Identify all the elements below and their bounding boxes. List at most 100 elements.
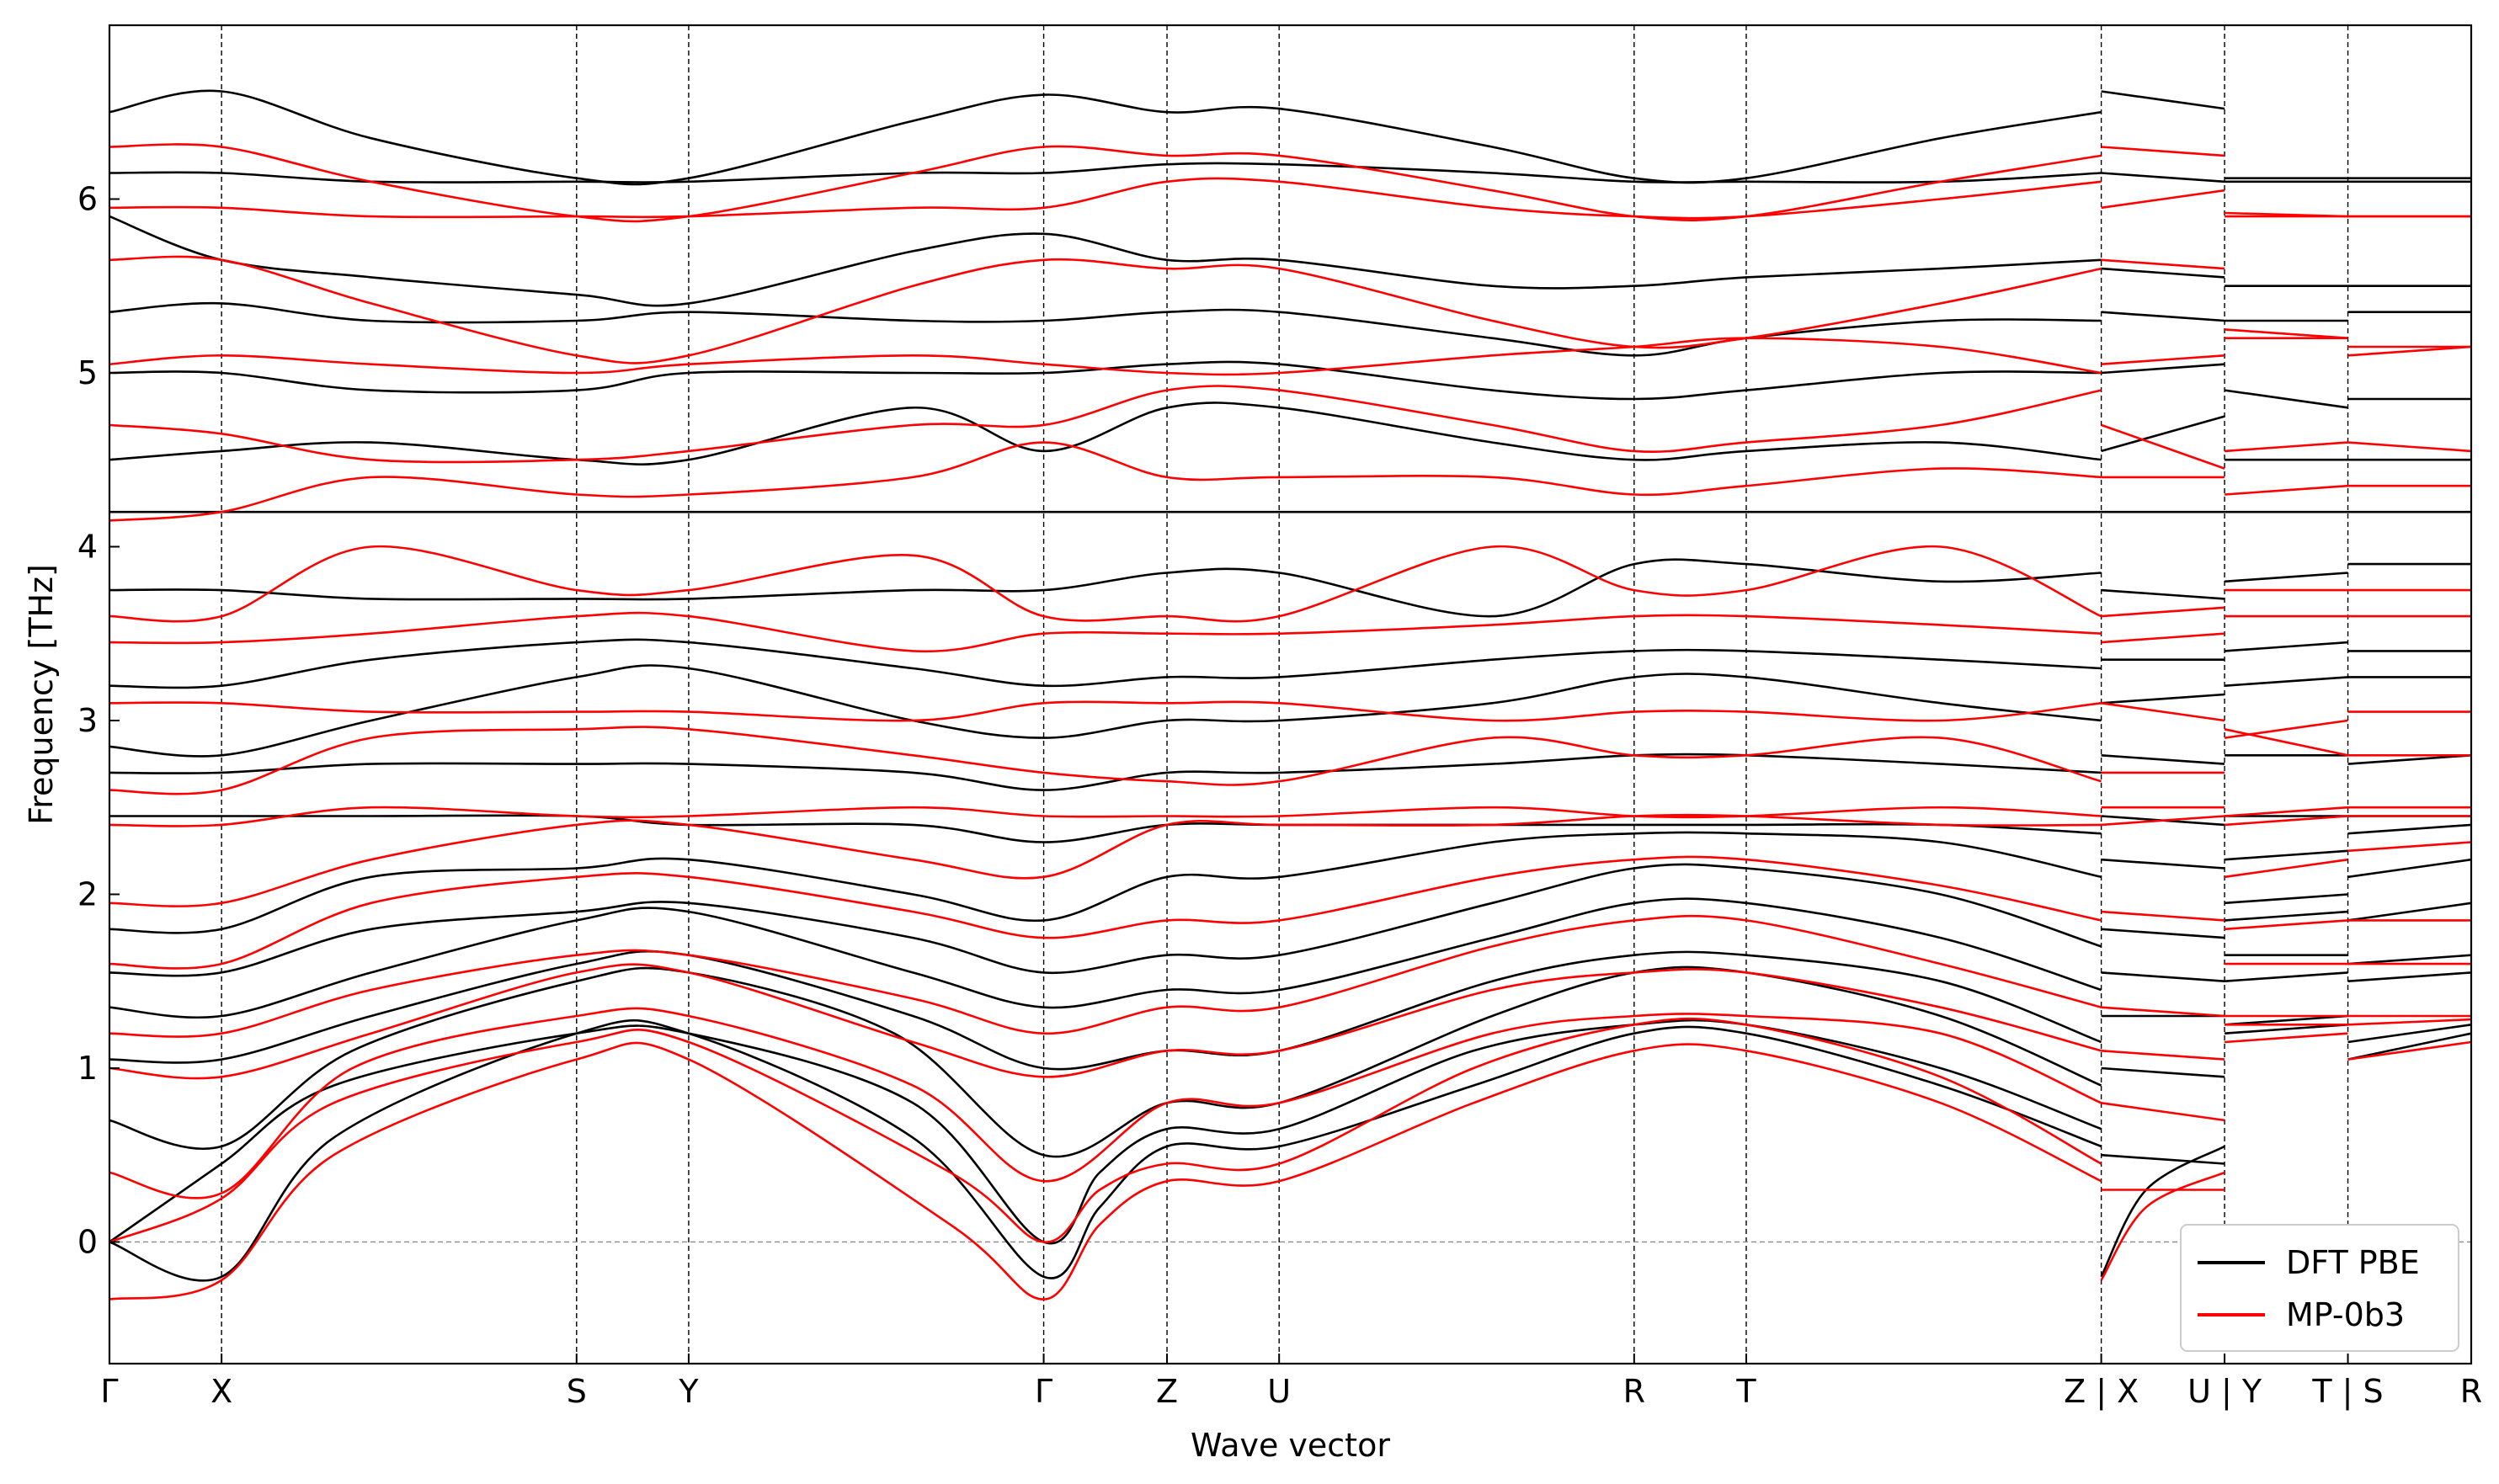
band-line — [109, 1041, 2102, 1300]
band-line — [109, 897, 2102, 1019]
band-line — [109, 814, 2102, 843]
x-tick-label: X — [210, 1373, 232, 1410]
band-line — [2225, 441, 2348, 453]
band-line — [109, 441, 2102, 522]
band-line — [2101, 311, 2225, 322]
y-axis-label: Frequency [THz] — [23, 564, 60, 825]
band-line — [2347, 441, 2472, 453]
band-line — [109, 402, 2102, 465]
y-tick-label: 3 — [77, 702, 98, 739]
band-line — [2225, 572, 2348, 583]
band-line — [2101, 693, 2225, 705]
band-line — [2224, 389, 2348, 409]
band-line — [2101, 415, 2225, 453]
band-line — [2224, 728, 2348, 757]
x-axis-label: Wave vector — [1191, 1427, 1390, 1464]
legend-entry: DFT PBE — [2286, 1244, 2420, 1281]
band-line — [2101, 354, 2225, 365]
band-line — [2225, 211, 2348, 218]
band-series — [109, 89, 2472, 1300]
band-line — [2347, 1040, 2472, 1061]
band-line — [2225, 1032, 2348, 1044]
band-line — [2101, 1066, 2225, 1078]
band-line — [2101, 971, 2225, 982]
band-line — [109, 806, 2102, 827]
band-line — [109, 664, 2102, 758]
band-line — [2225, 971, 2348, 982]
band-line — [2225, 484, 2348, 496]
band-line — [109, 558, 2102, 618]
band-line — [2101, 363, 2225, 375]
band-line — [2101, 267, 2225, 279]
band-line — [2225, 641, 2348, 652]
band-line — [2347, 841, 2472, 853]
band-line — [109, 1019, 2102, 1282]
band-line — [2225, 849, 2348, 861]
band-line — [2101, 754, 2225, 765]
x-tick-label: T — [1735, 1373, 1756, 1410]
band-line — [109, 143, 2102, 223]
band-line — [109, 215, 2102, 307]
x-tick-label: Γ — [100, 1373, 118, 1410]
band-line — [2347, 971, 2472, 982]
band-line — [2225, 676, 2348, 687]
legend-entry: MP-0b3 — [2286, 1296, 2405, 1333]
y-tick-label: 5 — [77, 354, 98, 391]
band-line — [2347, 902, 2472, 922]
plot-area — [109, 25, 2471, 1364]
band-line — [109, 949, 2102, 1071]
band-line — [2225, 815, 2348, 827]
band-line — [109, 162, 2102, 184]
band-line — [2101, 1050, 2225, 1061]
x-tick-label: Z | X — [2064, 1373, 2139, 1411]
band-line — [109, 385, 2102, 464]
band-line — [2347, 1024, 2472, 1044]
band-line — [2101, 146, 2225, 157]
band-line — [2101, 1006, 2225, 1018]
y-axis-ticks: 0 1 2 3 4 5 6 — [77, 180, 120, 1260]
band-line — [2225, 806, 2348, 817]
y-tick-label: 2 — [77, 875, 98, 912]
band-line — [2101, 815, 2225, 827]
band-line — [2101, 588, 2225, 600]
y-tick-label: 1 — [77, 1050, 98, 1087]
x-tick-label: Γ — [1035, 1373, 1052, 1410]
x-tick-label: S — [567, 1373, 587, 1410]
band-line — [109, 863, 2102, 977]
band-line — [109, 255, 2102, 364]
band-line — [2224, 858, 2348, 879]
band-line — [109, 726, 2102, 795]
band-line — [2101, 172, 2225, 184]
band-line — [2101, 632, 2225, 644]
band-line — [2101, 1153, 2225, 1165]
band-line — [109, 638, 2102, 689]
band-line — [2101, 858, 2225, 870]
y-tick-label: 0 — [77, 1223, 98, 1260]
band-line — [2101, 258, 2225, 270]
plot-frame — [108, 24, 2473, 1365]
legend: DFT PBE MP-0b3 — [2180, 1224, 2459, 1352]
band-line — [2224, 719, 2348, 739]
x-tick-label: U | Y — [2187, 1373, 2262, 1411]
legend-box — [2180, 1224, 2459, 1352]
band-line — [2101, 1102, 2225, 1122]
x-axis-ticks: Γ X S Y Γ Z U R T Z | X U | Y T | S R — [100, 1354, 2482, 1411]
band-line — [109, 914, 2102, 1038]
band-line — [2101, 189, 2225, 210]
band-line — [2225, 919, 2348, 931]
band-line — [109, 89, 2102, 186]
x-tick-label: R — [2460, 1373, 2482, 1410]
band-line — [109, 1017, 2102, 1243]
band-line — [109, 700, 2102, 722]
band-line — [2101, 90, 2225, 110]
band-line — [109, 1007, 2102, 1199]
band-line — [2225, 910, 2348, 922]
x-tick-label: T | S — [2311, 1373, 2383, 1411]
band-line — [109, 963, 2102, 1080]
band-line — [2347, 1018, 2472, 1026]
band-line — [2347, 823, 2472, 835]
y-tick-label: 4 — [77, 528, 98, 565]
series-mp-0b3 — [109, 143, 2472, 1300]
band-line — [2101, 928, 2225, 939]
